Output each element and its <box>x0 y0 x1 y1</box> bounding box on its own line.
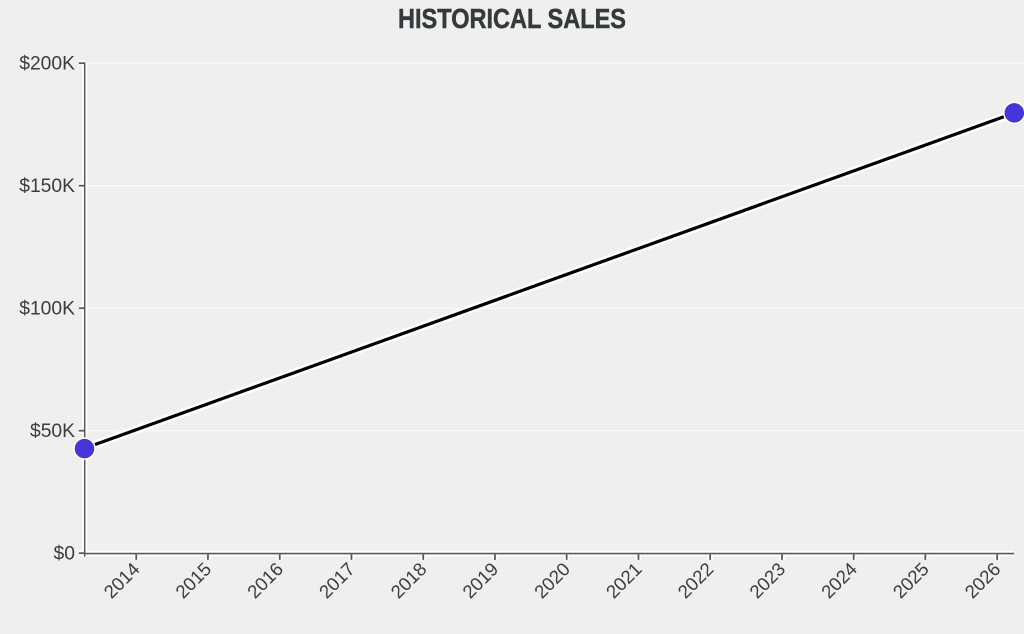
svg-text:$0: $0 <box>54 544 75 565</box>
svg-text:$200K: $200K <box>19 54 75 75</box>
svg-text:$100K: $100K <box>19 299 75 320</box>
svg-text:HISTORICAL SALES: HISTORICAL SALES <box>398 3 626 34</box>
svg-text:$150K: $150K <box>19 176 75 197</box>
svg-text:$50K: $50K <box>30 421 75 442</box>
